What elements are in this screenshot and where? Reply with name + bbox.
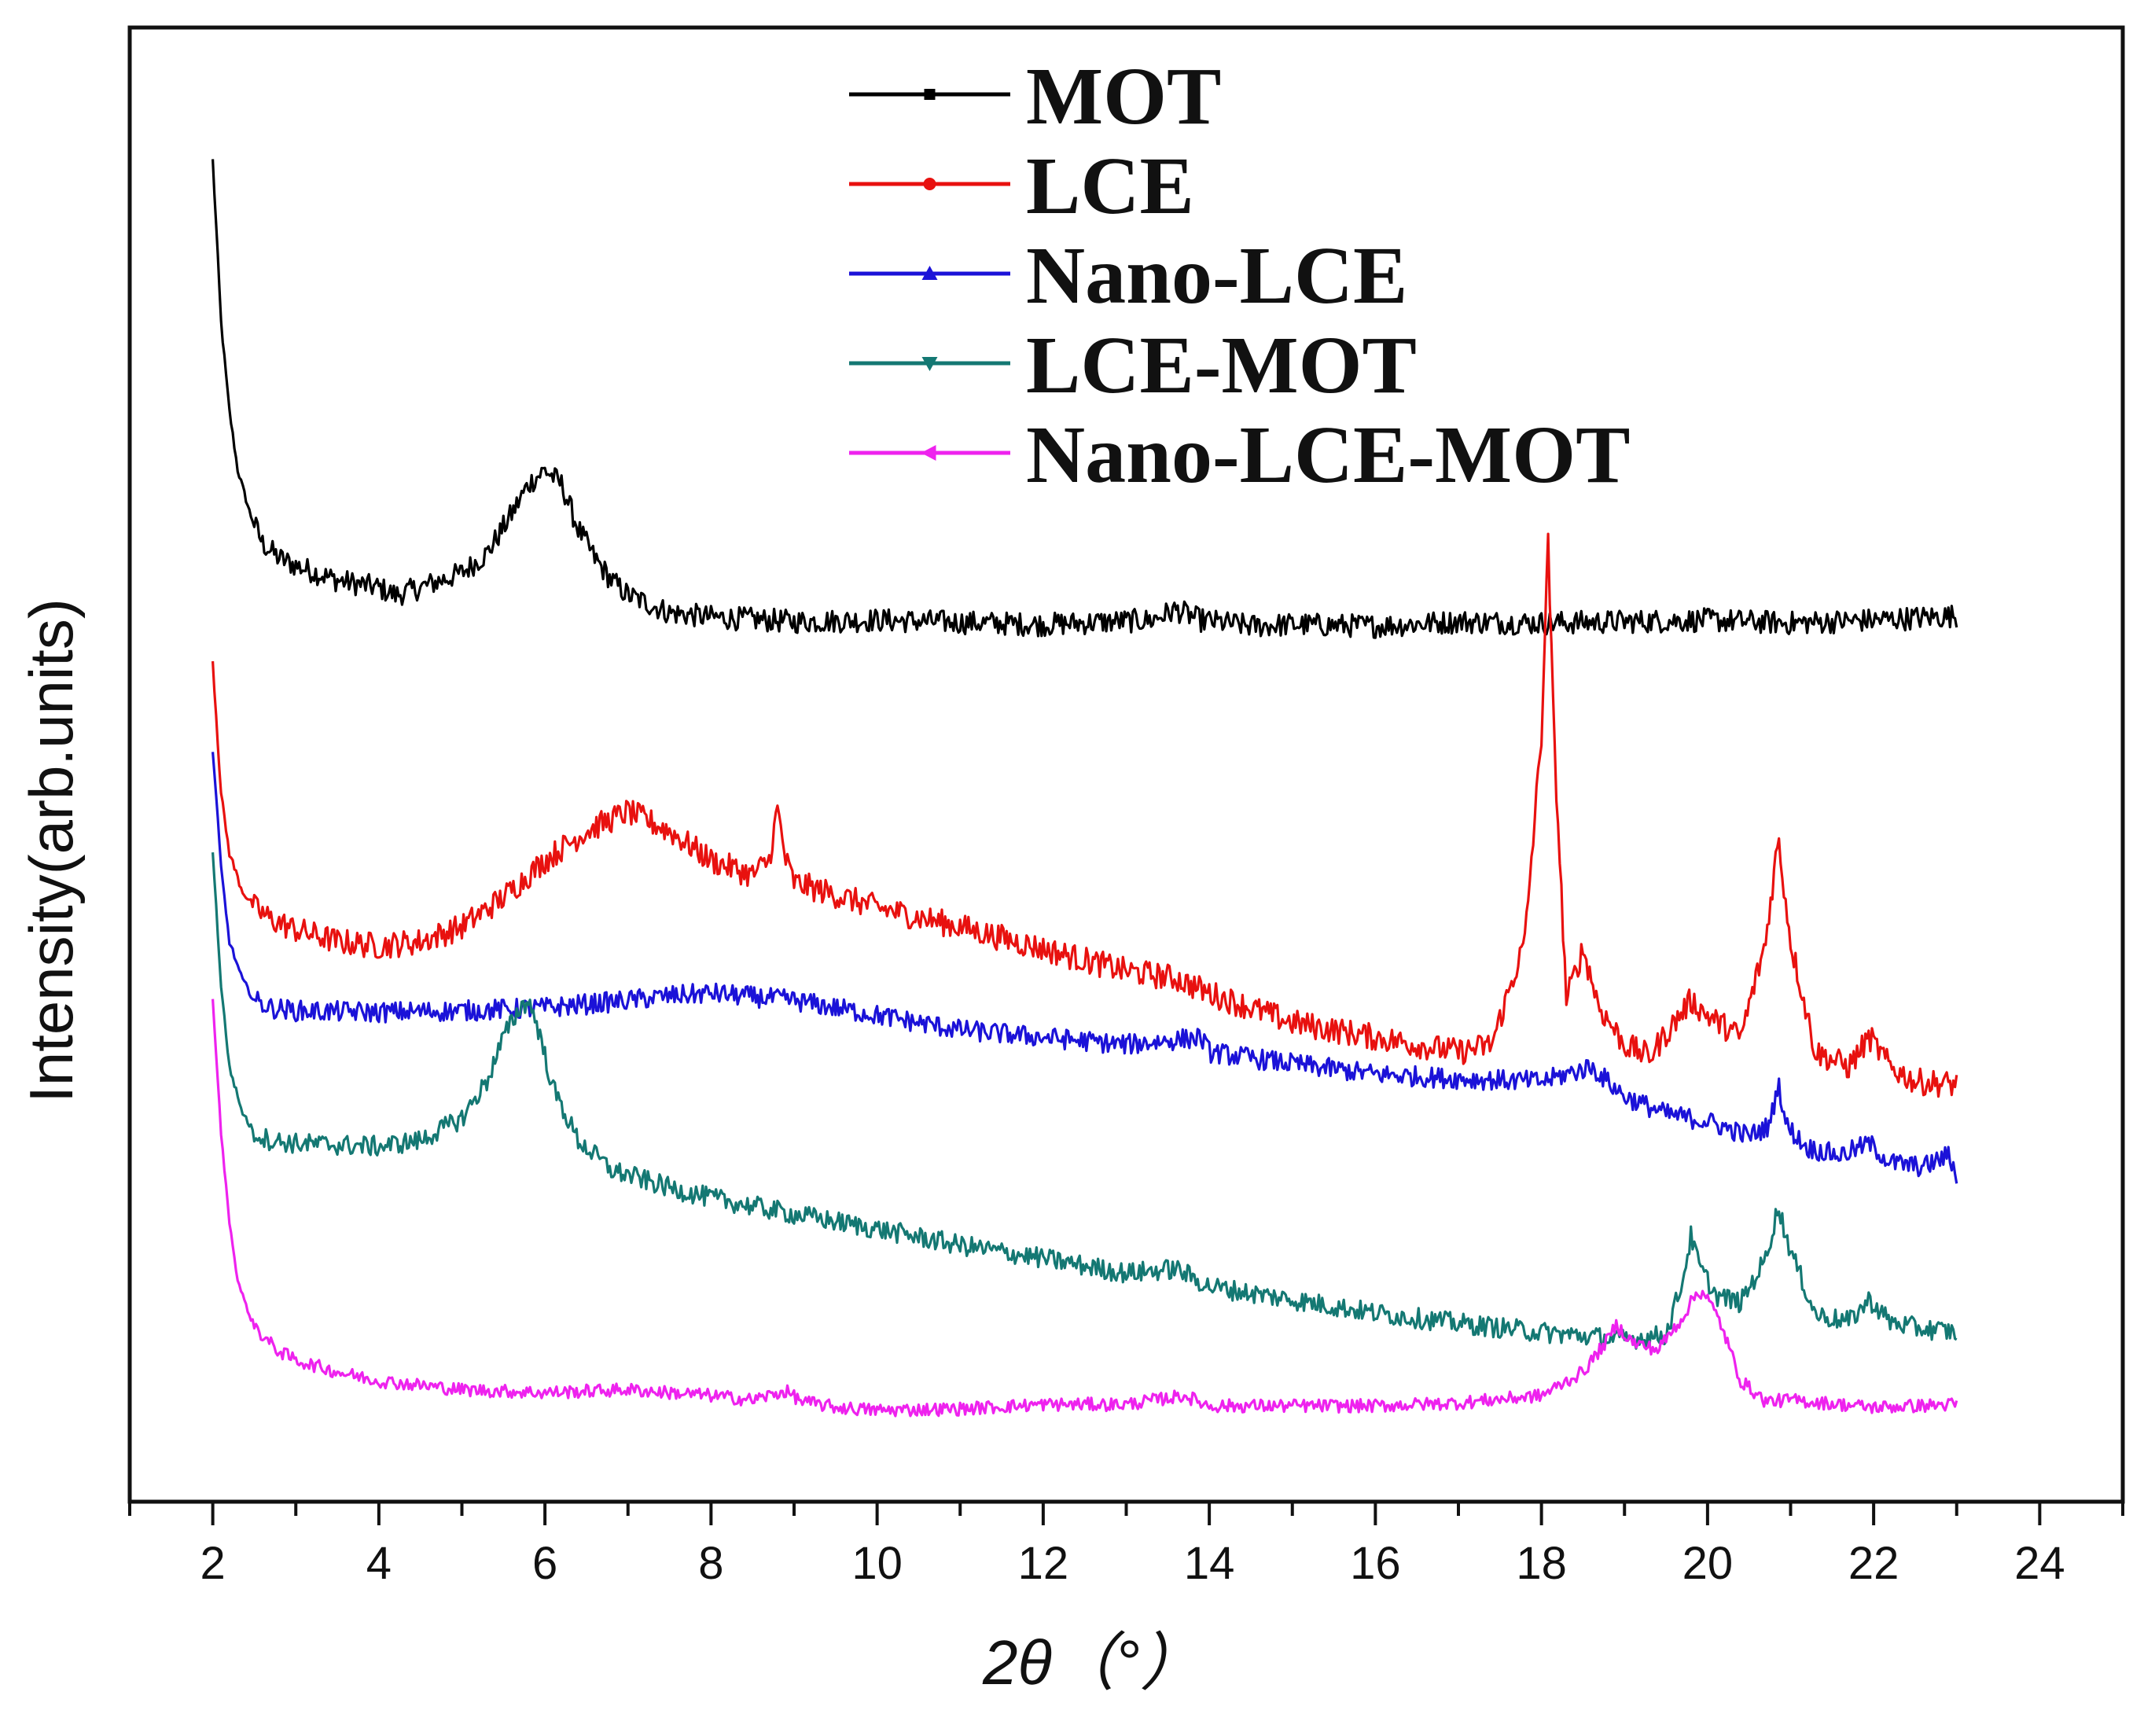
series-nano-lce-mot: [211, 999, 1958, 1418]
legend-label: Nano-LCE: [1026, 230, 1407, 321]
legend-marker-triangle-down: [921, 357, 938, 371]
legend-label: MOT: [1026, 51, 1221, 142]
x-tick-label: 8: [698, 1538, 723, 1589]
x-axis-label: 2θ（°）: [982, 1628, 1203, 1697]
x-tick-label: 20: [1682, 1538, 1734, 1589]
series-line: [211, 532, 1958, 1098]
legend-label: Nano-LCE-MOT: [1026, 410, 1630, 500]
legend-marker-triangle-up: [921, 266, 938, 280]
legend-marker-circle: [923, 178, 936, 190]
x-tick-label: 6: [532, 1538, 557, 1589]
x-tick-label: 18: [1516, 1538, 1567, 1589]
series-nano-lce: [211, 752, 1958, 1184]
x-axis-tick-labels: 2 4 6 8 10 12 14 16 18 20 22 24: [200, 1538, 2065, 1589]
legend-item: Nano-LCE-MOT: [849, 410, 1630, 500]
x-tick-label: 16: [1350, 1538, 1401, 1589]
legend-item: LCE: [849, 141, 1194, 231]
legend-item: LCE-MOT: [849, 320, 1417, 410]
legend-label: LCE-MOT: [1026, 320, 1417, 410]
series-lce: [211, 532, 1958, 1098]
x-tick-label: 24: [2014, 1538, 2065, 1589]
x-tick-label: 2: [200, 1538, 225, 1589]
series-line: [211, 752, 1958, 1184]
legend-marker-triangle-left: [921, 445, 936, 461]
x-tick-label: 14: [1184, 1538, 1235, 1589]
x-tick-label: 12: [1018, 1538, 1069, 1589]
x-tick-label: 10: [851, 1538, 903, 1589]
legend-item: Nano-LCE: [849, 230, 1407, 321]
series-line: [211, 159, 1958, 639]
x-tick-label: 22: [1848, 1538, 1899, 1589]
legend-marker-square: [924, 89, 936, 100]
series-mot: [211, 159, 1958, 639]
legend-item: MOT: [849, 51, 1221, 142]
x-axis-ticks: [128, 1502, 2124, 1525]
legend-label: LCE: [1026, 141, 1194, 231]
y-axis-label: Intensity(arb.units): [17, 598, 86, 1103]
series-layer: [211, 159, 1958, 1418]
x-tick-label: 4: [366, 1538, 392, 1589]
series-line: [211, 999, 1958, 1418]
